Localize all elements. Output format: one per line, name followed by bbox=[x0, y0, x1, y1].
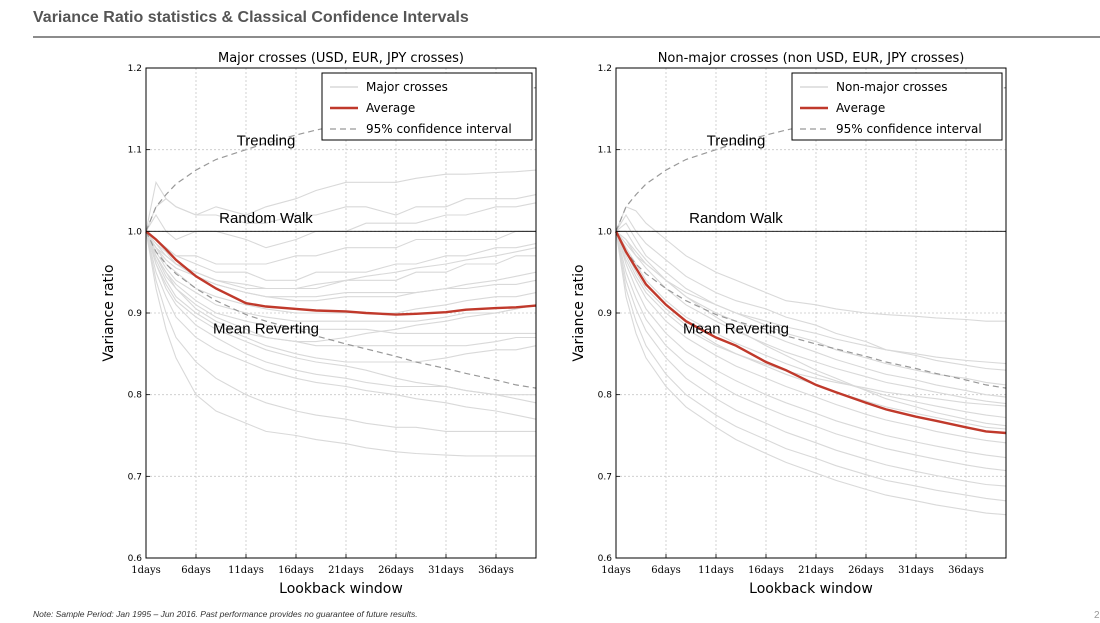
legend-box bbox=[791, 72, 1003, 141]
series-line-11 bbox=[145, 231, 536, 334]
x-tick-label: 21days bbox=[798, 565, 834, 576]
y-tick-label: 0.8 bbox=[128, 391, 143, 401]
series-line-10 bbox=[615, 231, 1007, 472]
annotation-label: Trending bbox=[707, 133, 766, 150]
series-line-5 bbox=[145, 230, 537, 281]
series-line-1 bbox=[145, 169, 537, 232]
y-tick-label: 1.0 bbox=[598, 227, 613, 237]
legend-label-1: Non-major crosses bbox=[836, 80, 947, 94]
annotation-label: Random Walk bbox=[689, 210, 783, 227]
series-line-2 bbox=[615, 213, 1007, 371]
chart-panel-1: 0.6 0.7 0.8 0.9 1.0 1.1 1.2 1days 6days 11days 16d… bbox=[101, 51, 537, 597]
legend-label-2: Average bbox=[836, 101, 885, 115]
x-tick-label: 31days bbox=[898, 565, 934, 576]
confidence-lower-line bbox=[145, 231, 537, 389]
legend-label-3: 95% confidence interval bbox=[366, 122, 512, 136]
series-line-4 bbox=[616, 230, 1007, 398]
series-line-20 bbox=[145, 231, 537, 404]
x-tick-label: 31days bbox=[428, 565, 464, 576]
series-line-5 bbox=[615, 230, 1007, 405]
page-title: Variance Ratio statistics & Classical Co… bbox=[33, 9, 469, 26]
y-axis-label: Variance ratio bbox=[571, 264, 587, 361]
series-line-19 bbox=[145, 231, 537, 343]
series-line-13 bbox=[145, 231, 537, 363]
series-line-9 bbox=[615, 231, 1007, 459]
series-line-7 bbox=[615, 231, 1007, 430]
average-line bbox=[614, 230, 1007, 435]
series-line-14 bbox=[615, 230, 1007, 365]
x-tick-label: 16days bbox=[748, 565, 784, 576]
series-line-1 bbox=[615, 206, 1006, 322]
x-tick-label: 26days bbox=[848, 565, 884, 576]
legend-label-1: Major crosses bbox=[366, 80, 448, 94]
series-line-12 bbox=[145, 231, 536, 347]
annotation-label: Trending bbox=[237, 133, 296, 150]
y-tick-label: 0.7 bbox=[598, 472, 612, 482]
y-tick-label: 0.6 bbox=[128, 554, 143, 564]
series-line-8 bbox=[615, 231, 1007, 444]
annotation-label: Mean Reverting bbox=[213, 320, 319, 337]
series-line-9 bbox=[145, 231, 537, 314]
series-line-4 bbox=[145, 230, 536, 265]
series-line-3 bbox=[615, 222, 1007, 386]
page-number: 2 bbox=[1094, 610, 1100, 621]
y-tick-label: 0.7 bbox=[128, 472, 142, 482]
y-tick-label: 1.1 bbox=[598, 146, 612, 156]
panel-title: Major crosses (USD, EUR, JPY crosses) bbox=[218, 51, 464, 66]
x-axis-label: Lookback window bbox=[279, 581, 403, 597]
y-tick-label: 0.6 bbox=[598, 554, 613, 564]
series-line-15 bbox=[145, 231, 537, 420]
confidence-lower-line bbox=[615, 231, 1007, 389]
x-tick-label: 11days bbox=[228, 565, 264, 576]
series-line-18 bbox=[145, 230, 537, 290]
footnote: Note: Sample Period: Jan 1995 – Jun 2016… bbox=[33, 609, 418, 619]
x-tick-label: 1days bbox=[131, 565, 161, 576]
panel-title: Non-major crosses (non USD, EUR, JPY cro… bbox=[658, 51, 965, 66]
title-divider bbox=[33, 36, 1100, 38]
x-tick-label: 36days bbox=[948, 565, 984, 576]
legend-label-3: 95% confidence interval bbox=[836, 122, 982, 136]
series-line-10 bbox=[145, 231, 537, 322]
average-line bbox=[145, 230, 537, 316]
legend-box bbox=[321, 72, 533, 141]
legend-label-2: Average bbox=[366, 101, 415, 115]
y-axis-label: Variance ratio bbox=[101, 264, 117, 361]
x-tick-label: 36days bbox=[478, 565, 514, 576]
series-line-16 bbox=[145, 231, 536, 432]
series-line-15 bbox=[615, 230, 1007, 427]
y-tick-label: 0.8 bbox=[598, 391, 613, 401]
series-line-11 bbox=[615, 231, 1007, 487]
series-line-6 bbox=[615, 231, 1007, 419]
x-tick-label: 6days bbox=[181, 565, 211, 576]
x-tick-label: 11days bbox=[698, 565, 734, 576]
annotation-label: Mean Reverting bbox=[683, 320, 789, 337]
legend: Non-major crosses Average 95% confidence i… bbox=[791, 72, 1003, 141]
y-tick-label: 1.0 bbox=[128, 227, 143, 237]
chart-panel-2: 0.6 0.7 0.8 0.9 1.0 1.1 1.2 1days 6days 11days 16d… bbox=[571, 51, 1007, 597]
y-tick-label: 0.9 bbox=[128, 309, 143, 319]
x-tick-label: 6days bbox=[651, 565, 681, 576]
series-line-12 bbox=[615, 231, 1007, 502]
y-tick-label: 1.2 bbox=[128, 64, 142, 74]
series-line-17 bbox=[145, 231, 536, 457]
series-line-2 bbox=[145, 194, 537, 232]
x-tick-label: 1days bbox=[601, 565, 631, 576]
y-tick-label: 1.1 bbox=[128, 146, 142, 156]
y-tick-label: 0.9 bbox=[598, 309, 613, 319]
series-line-7 bbox=[145, 231, 537, 302]
x-axis-label: Lookback window bbox=[749, 581, 873, 597]
series-line-3 bbox=[145, 202, 537, 249]
annotation-label: Random Walk bbox=[219, 210, 313, 227]
y-tick-label: 1.2 bbox=[598, 64, 612, 74]
x-tick-label: 16days bbox=[278, 565, 314, 576]
legend: Major crosses Average 95% confidence inter… bbox=[321, 72, 533, 141]
series-line-13 bbox=[615, 231, 1007, 516]
x-tick-label: 21days bbox=[328, 565, 364, 576]
x-tick-label: 26days bbox=[378, 565, 414, 576]
